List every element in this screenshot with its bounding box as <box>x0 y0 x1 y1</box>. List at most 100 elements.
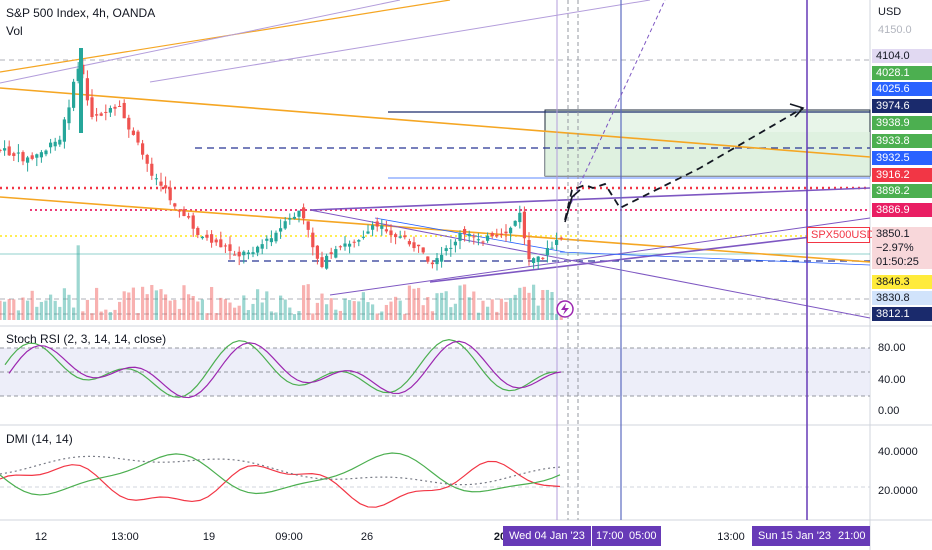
candle[interactable] <box>476 239 480 241</box>
candle[interactable] <box>7 146 11 156</box>
candle[interactable] <box>481 241 485 243</box>
candle[interactable] <box>39 152 43 158</box>
candle[interactable] <box>426 256 430 262</box>
purple-wedge-top[interactable] <box>309 187 871 211</box>
candle[interactable] <box>53 141 57 147</box>
candle[interactable] <box>499 233 503 236</box>
candle[interactable] <box>302 207 306 219</box>
candle[interactable] <box>182 209 186 217</box>
candle[interactable] <box>228 244 232 252</box>
price-scale-label[interactable]: 4025.6 <box>872 82 932 96</box>
lavender-line-2[interactable] <box>149 0 651 83</box>
candle[interactable] <box>440 254 444 262</box>
candle[interactable] <box>0 149 2 151</box>
candlesticks[interactable] <box>0 48 563 271</box>
candle[interactable] <box>58 139 62 145</box>
candle[interactable] <box>375 221 379 227</box>
candle[interactable] <box>187 216 191 218</box>
candle[interactable] <box>490 232 494 237</box>
price-scale-label[interactable]: 3898.2 <box>872 184 932 198</box>
candle[interactable] <box>417 244 421 247</box>
candle[interactable] <box>279 228 283 232</box>
candle[interactable] <box>361 236 365 238</box>
candle[interactable] <box>348 243 352 247</box>
candle[interactable] <box>12 153 16 156</box>
candle[interactable] <box>164 185 168 189</box>
candle[interactable] <box>141 143 145 155</box>
candle[interactable] <box>306 221 310 230</box>
candle[interactable] <box>265 238 269 241</box>
candle[interactable] <box>550 247 554 249</box>
candle[interactable] <box>108 108 112 113</box>
candle[interactable] <box>329 252 333 255</box>
candle[interactable] <box>90 97 94 118</box>
candle[interactable] <box>219 239 223 248</box>
candle[interactable] <box>463 229 467 235</box>
candle[interactable] <box>343 243 347 247</box>
candle[interactable] <box>338 246 342 248</box>
candle[interactable] <box>145 154 149 164</box>
candle[interactable] <box>541 257 545 259</box>
last-price-box[interactable]: SPX500USD <box>807 227 875 243</box>
candle[interactable] <box>67 107 71 124</box>
candle[interactable] <box>131 130 135 135</box>
candle[interactable] <box>536 256 540 263</box>
candle[interactable] <box>384 229 388 232</box>
price-scale-label[interactable]: 3938.9 <box>872 116 932 130</box>
price-scale-label[interactable]: 3916.2 <box>872 168 932 182</box>
candle[interactable] <box>555 239 559 245</box>
candle[interactable] <box>334 249 338 258</box>
candle[interactable] <box>242 251 246 256</box>
candle[interactable] <box>177 210 181 212</box>
candle[interactable] <box>3 148 7 151</box>
candle[interactable] <box>49 142 53 148</box>
candle[interactable] <box>85 78 89 101</box>
projected-path[interactable] <box>564 107 804 221</box>
candle[interactable] <box>159 181 163 186</box>
candle[interactable] <box>366 231 370 234</box>
candle[interactable] <box>113 106 117 109</box>
lavender-line-4[interactable] <box>329 217 871 296</box>
candle[interactable] <box>495 234 499 237</box>
candle[interactable] <box>288 218 292 220</box>
candle[interactable] <box>509 227 513 234</box>
candle[interactable] <box>118 105 122 107</box>
price-scale-label[interactable]: 3830.8 <box>872 291 932 305</box>
candle[interactable] <box>44 150 48 155</box>
candle[interactable] <box>467 233 471 237</box>
candle[interactable] <box>545 248 549 256</box>
stoch-rsi-label[interactable]: Stoch RSI (2, 3, 14, 14, close) <box>6 332 167 346</box>
candle[interactable] <box>205 234 209 238</box>
candle[interactable] <box>518 212 522 223</box>
candle[interactable] <box>210 234 214 243</box>
candle[interactable] <box>559 237 563 239</box>
candle[interactable] <box>453 241 457 246</box>
candle[interactable] <box>407 241 411 245</box>
candle[interactable] <box>16 152 20 154</box>
candle[interactable] <box>398 236 402 238</box>
candle[interactable] <box>237 251 241 257</box>
orange-trendline-mid[interactable] <box>0 87 871 158</box>
candle[interactable] <box>311 232 315 248</box>
candle[interactable] <box>444 248 448 252</box>
candle[interactable] <box>168 187 172 201</box>
candle[interactable] <box>472 236 476 238</box>
orange-trendline-low[interactable] <box>0 196 871 263</box>
price-scale-label[interactable]: 4104.0 <box>872 49 932 63</box>
candle[interactable] <box>458 232 462 241</box>
candle[interactable] <box>435 258 439 265</box>
candle[interactable] <box>403 235 407 238</box>
candle[interactable] <box>380 225 384 229</box>
lavender-line-1[interactable] <box>0 0 401 84</box>
candle[interactable] <box>260 244 264 249</box>
price-scale-label[interactable]: 3974.6 <box>872 99 932 113</box>
candle[interactable] <box>154 178 158 180</box>
blue-thin-line-2[interactable] <box>559 251 871 266</box>
candle[interactable] <box>26 157 30 163</box>
candle-spike[interactable] <box>79 48 83 133</box>
candle[interactable] <box>325 255 329 269</box>
candle[interactable] <box>136 131 140 143</box>
candle[interactable] <box>62 119 66 142</box>
candle[interactable] <box>274 232 278 242</box>
candle[interactable] <box>35 154 39 158</box>
